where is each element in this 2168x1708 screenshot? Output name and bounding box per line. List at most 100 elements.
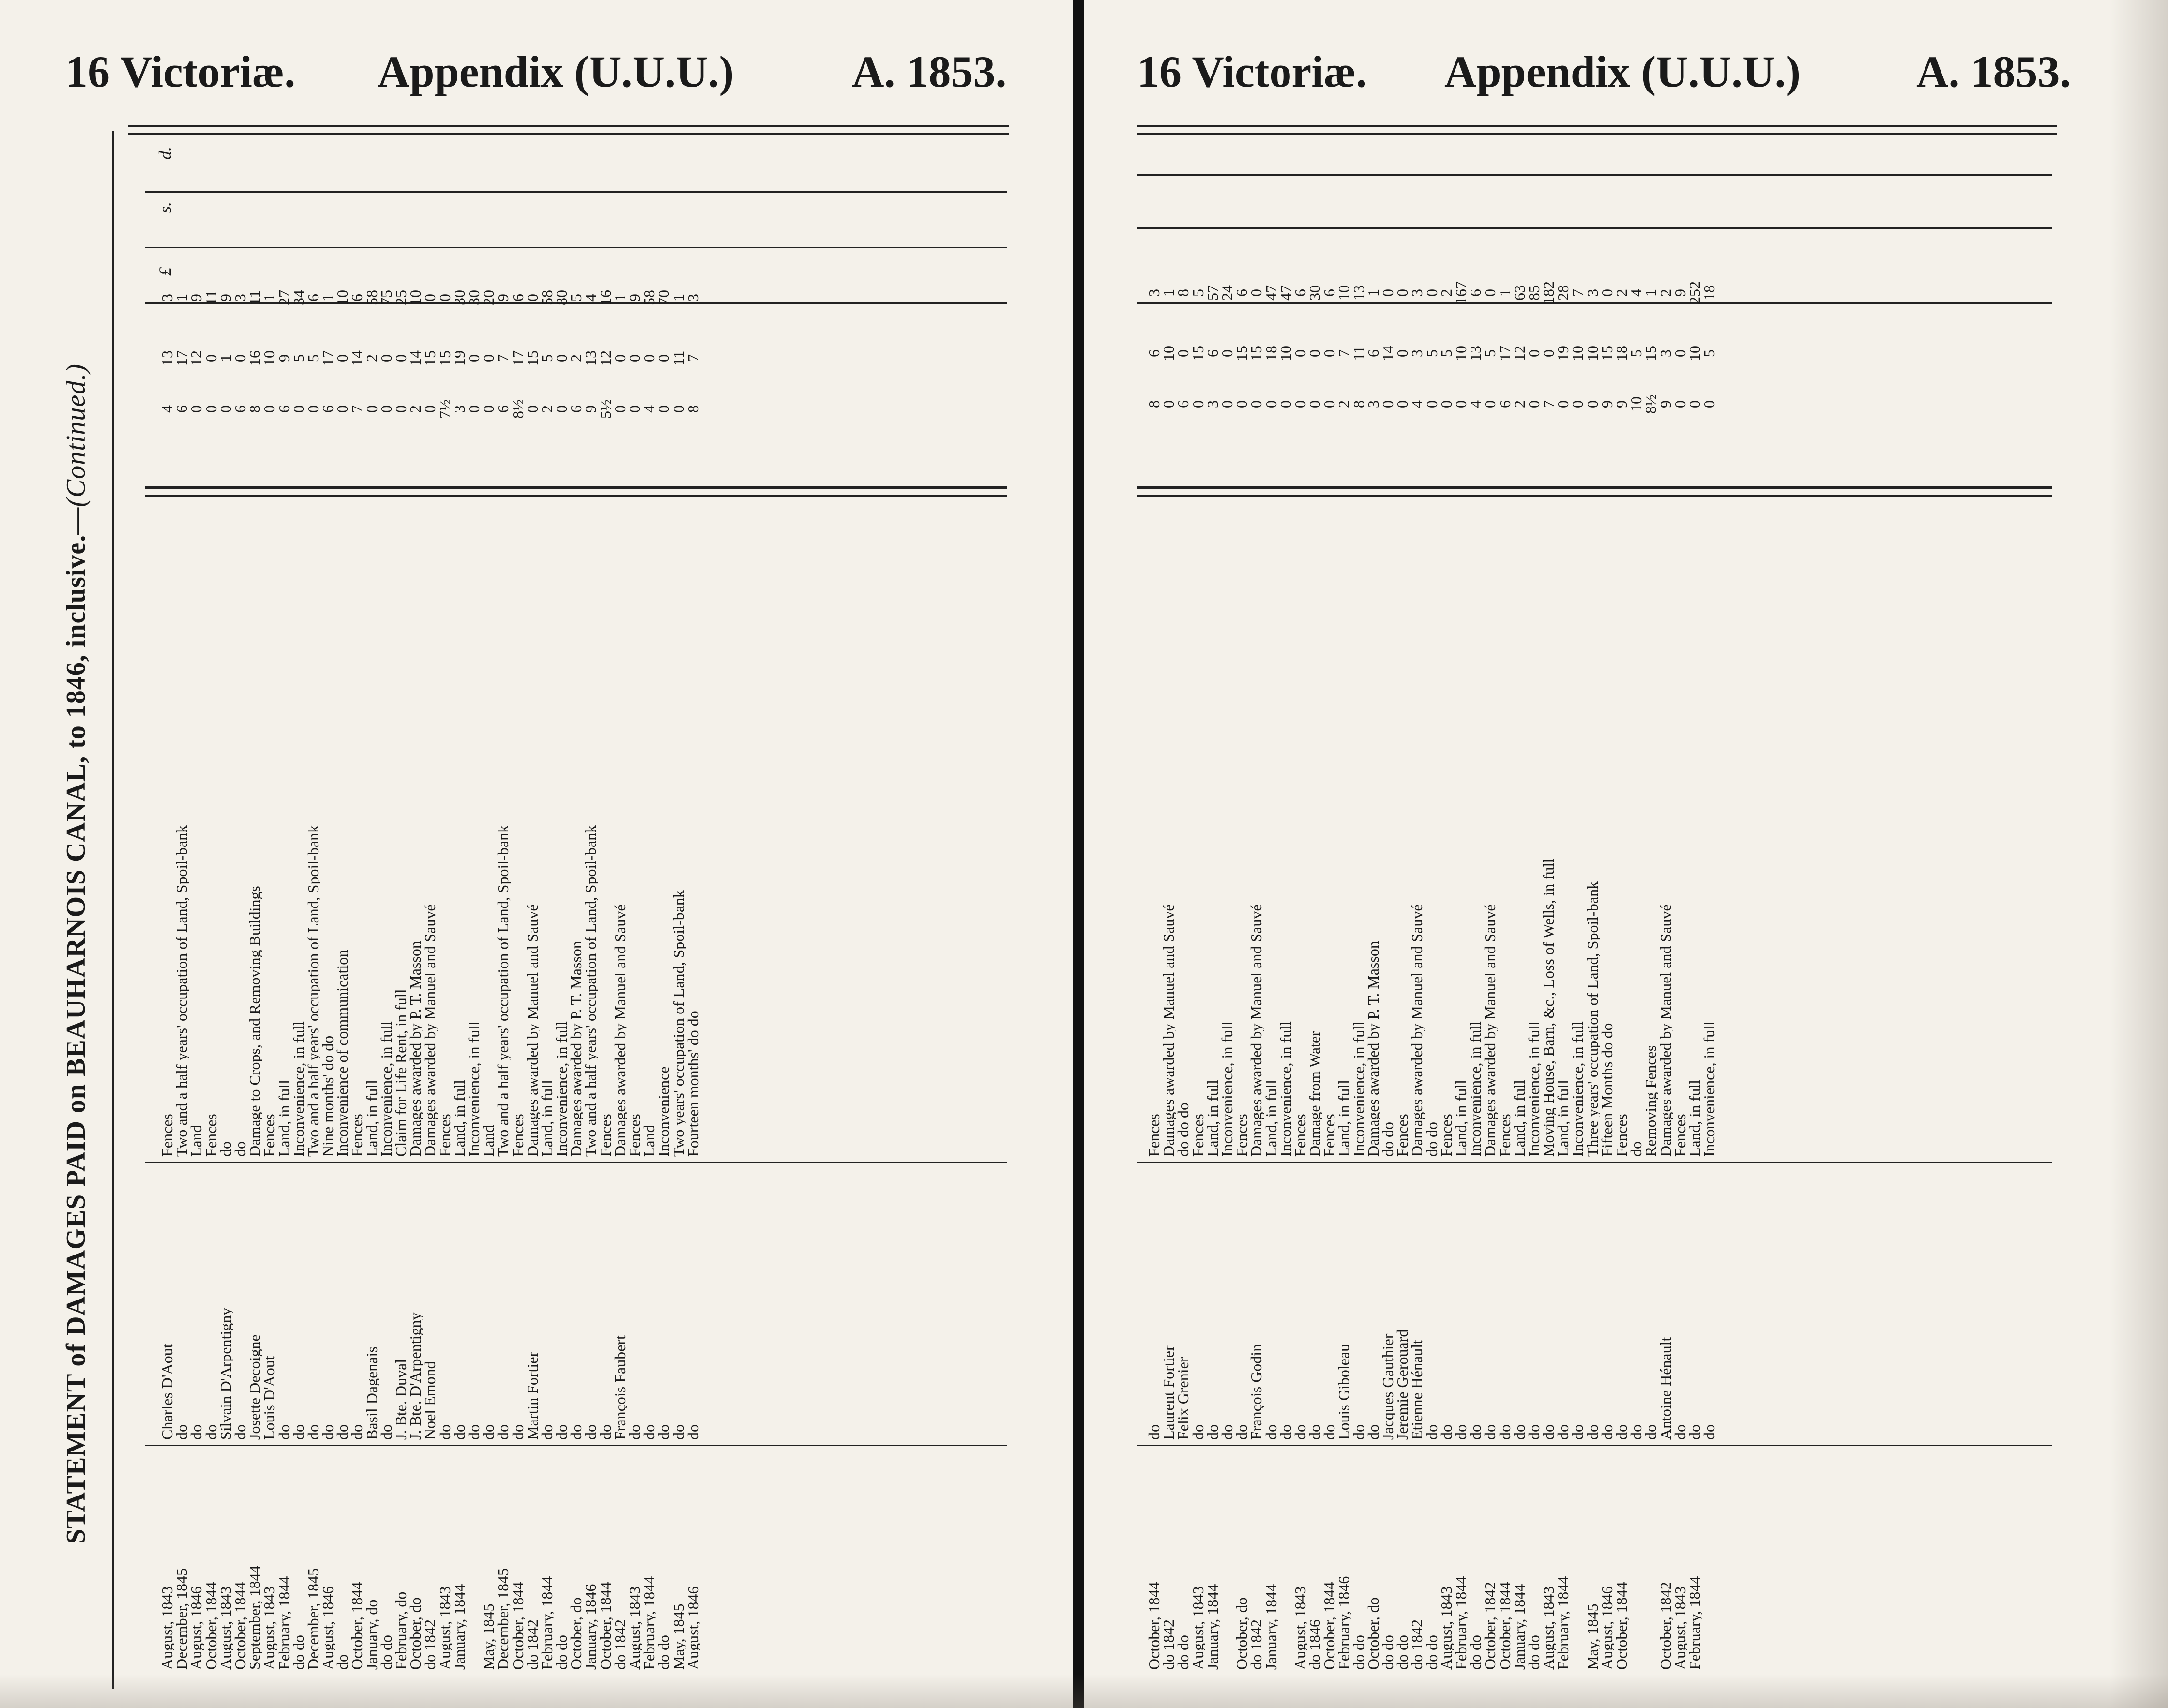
claimant-name: Felix Grenier xyxy=(1176,1357,1191,1440)
damage-description: Fences xyxy=(1322,1114,1337,1157)
amount-pounds: 30 xyxy=(466,290,482,305)
claimant-name: J. Bte. D'Arpentigny xyxy=(408,1312,423,1440)
payment-date: August, 1843 xyxy=(1541,1586,1556,1670)
amount-pounds: 0 xyxy=(1380,218,1395,368)
amount-pounds: 28 xyxy=(1556,285,1571,301)
claimant-name: do xyxy=(1278,1424,1293,1440)
damage-description: Damage from Water xyxy=(1307,1031,1322,1157)
amount-pounds: 3 xyxy=(233,227,247,368)
header-appendix-right: Appendix (U.U.U.) xyxy=(1444,47,1801,96)
amount-pounds: 58 xyxy=(364,290,379,305)
damage-description: do xyxy=(1629,1141,1644,1157)
payment-date: October, 1844 xyxy=(510,1582,525,1670)
amount-pounds: 5 xyxy=(569,227,583,368)
claimant-name: Antoine Hénault xyxy=(1658,1337,1673,1440)
amount-pounds: 9 xyxy=(496,227,510,368)
damage-description: Land, in full xyxy=(1336,1079,1351,1157)
damage-description: Fences xyxy=(1672,1114,1687,1157)
amount-pounds: 0 xyxy=(423,227,437,368)
top-rule-right xyxy=(1137,125,2057,127)
amount-pounds: 252 xyxy=(1687,281,1702,304)
payment-date: do 1842 xyxy=(525,1619,540,1670)
damage-description: Fences xyxy=(262,1114,277,1157)
top-rule-2 xyxy=(128,133,1009,135)
claimant-name: do xyxy=(1307,1424,1322,1440)
claimant-name: do xyxy=(203,1424,218,1440)
claimant-name: do xyxy=(569,1424,584,1440)
claimant-name: do xyxy=(1643,1424,1658,1440)
claimant-name: do xyxy=(1585,1424,1600,1440)
amount-pounds: 0 xyxy=(438,227,452,368)
payment-date: February, do xyxy=(394,1591,409,1670)
payment-date xyxy=(1643,1450,1658,1670)
damage-description: Inconvenience, in full xyxy=(291,1021,306,1157)
damage-description: Fences xyxy=(598,1114,613,1157)
payment-date: December, 1845 xyxy=(305,1568,321,1670)
right-page: 16 Victoriæ. Appendix (U.U.U.) A. 1853. … xyxy=(1093,0,2168,1708)
claimant-name: do xyxy=(685,1424,700,1440)
damage-description: Inconvenience, in full xyxy=(466,1021,482,1157)
amount-pounds: 0 xyxy=(1395,218,1410,368)
damage-description: Inconvenience, in full xyxy=(1570,1021,1585,1157)
claimant-name: do xyxy=(1599,1424,1614,1440)
left-page: 16 Victoriæ. Appendix (U.U.U.) A. 1853. … xyxy=(0,0,1075,1708)
claimant-name: do xyxy=(1497,1424,1512,1440)
amount-pounds: 70 xyxy=(656,290,671,305)
payment-date: do 1842 xyxy=(423,1619,438,1670)
amount-pounds: 2 xyxy=(1614,218,1629,368)
payment-date: do 1842 xyxy=(1410,1619,1425,1670)
payment-date: October, 1844 xyxy=(1147,1582,1162,1670)
damage-description: do do do xyxy=(1176,1103,1191,1157)
amount-pounds: 9 xyxy=(627,227,642,368)
payment-date: do xyxy=(335,1654,350,1670)
top-rule-right-2 xyxy=(1137,133,2057,135)
damage-description: Nine months' do do xyxy=(320,1035,335,1157)
payment-date: October, 1842 xyxy=(1483,1582,1498,1670)
claimant-name: do xyxy=(583,1424,598,1440)
damage-description: Damages awarded by Manuel and Sauvé xyxy=(423,904,438,1157)
amount-pounds: 6 xyxy=(1234,218,1249,368)
payment-date: January, 1846 xyxy=(583,1584,598,1670)
claimant-name: do xyxy=(1687,1424,1702,1440)
damage-description: Land, in full xyxy=(1205,1079,1220,1157)
claimant-name: Noel Emond xyxy=(423,1361,438,1440)
damage-description: Damages awarded by Manuel and Sauvé xyxy=(1410,904,1425,1157)
unit-rule-2 xyxy=(145,247,1007,248)
payment-date: do do xyxy=(1380,1635,1395,1670)
amount-rule xyxy=(145,486,1007,489)
claimant-name: Louis D'Aout xyxy=(262,1356,277,1440)
amount-pounds: 2 xyxy=(1658,218,1673,368)
amount-pounds: 13 xyxy=(1351,285,1366,301)
claimant-name: Laurent Fortier xyxy=(1161,1345,1176,1440)
damage-description: Removing Fences xyxy=(1643,1045,1658,1157)
damage-description: Damages awarded by P. T. Masson xyxy=(569,941,584,1157)
amount-pounds: 58 xyxy=(642,290,657,305)
damage-description: Fences xyxy=(160,1114,175,1157)
damage-description: Land, in full xyxy=(1453,1079,1469,1157)
amount-pounds: 6 xyxy=(1293,218,1307,368)
payment-date: do do xyxy=(379,1635,394,1670)
claimant-name: François Faubert xyxy=(612,1335,627,1440)
amount-pounds: 27 xyxy=(276,290,291,305)
payment-date: do 1842 xyxy=(1161,1619,1176,1670)
amount-pounds: 3 xyxy=(686,227,700,368)
payment-date: do 1846 xyxy=(1307,1619,1322,1670)
claimant-name: do xyxy=(1468,1424,1483,1440)
amount-pounds: 1 xyxy=(1498,218,1512,368)
unit-rule-r3 xyxy=(1137,302,2052,304)
payment-date: February, 1844 xyxy=(1453,1576,1469,1670)
amount-pounds: 10 xyxy=(335,290,350,305)
claimant-name: do xyxy=(1424,1424,1439,1440)
top-rule xyxy=(128,125,1009,127)
damage-description: Damages awarded by P. T. Masson xyxy=(408,941,423,1157)
claimant-name: do xyxy=(437,1424,452,1440)
damage-description: Land, in full xyxy=(1263,1079,1278,1157)
claimant-name: do xyxy=(642,1424,657,1440)
claimant-name: Jacques Gauthier xyxy=(1380,1333,1395,1440)
amount-pounds: 75 xyxy=(379,290,394,305)
amount-pounds: 85 xyxy=(1526,285,1542,301)
damage-description: Land, in full xyxy=(364,1079,379,1157)
amount-pounds: 0 xyxy=(1600,218,1614,368)
damage-description: Land, in full xyxy=(1687,1079,1702,1157)
claimant-name: do xyxy=(1365,1424,1380,1440)
